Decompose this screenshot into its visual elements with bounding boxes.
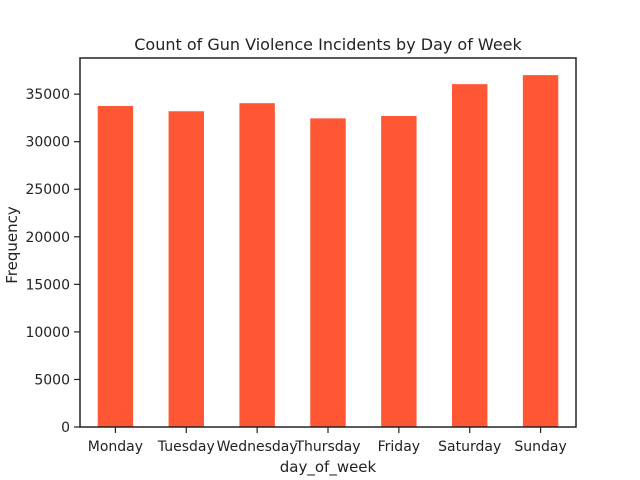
y-tick-label: 25000 [25,182,70,198]
x-tick-label-thursday: Thursday [294,439,360,455]
x-axis-label: day_of_week [280,458,377,477]
x-tick-label-friday: Friday [378,439,420,455]
x-tick-label-saturday: Saturday [438,439,501,455]
chart-title: Count of Gun Violence Incidents by Day o… [134,35,522,54]
y-tick-label: 20000 [25,230,70,246]
y-tick-label: 15000 [25,277,70,293]
bar-saturday [452,84,488,427]
bar-tuesday [168,111,204,428]
bar-monday [97,106,134,427]
bar-sunday [522,75,559,427]
y-axis-ticks: 0 5000 10000 15000 20000 25000 30000 35000 [25,87,80,436]
y-axis-label: Frequency [3,206,21,284]
y-tick-label: 35000 [25,87,70,103]
bars-group [97,75,559,428]
y-tick-label: 5000 [34,372,70,388]
plot-frame [79,57,577,428]
y-tick-label: 30000 [25,135,70,151]
y-tick-label: 0 [61,420,70,436]
bar-friday [381,116,417,428]
x-tick-label-monday: Monday [88,439,143,455]
x-tick-label-sunday: Sunday [514,439,566,455]
bar-wednesday [239,103,275,428]
y-tick-label: 10000 [25,325,70,341]
x-tick-label-wednesday: Wednesday [217,439,298,455]
x-tick-label-tuesday: Tuesday [157,439,215,455]
bar-thursday [310,118,346,427]
